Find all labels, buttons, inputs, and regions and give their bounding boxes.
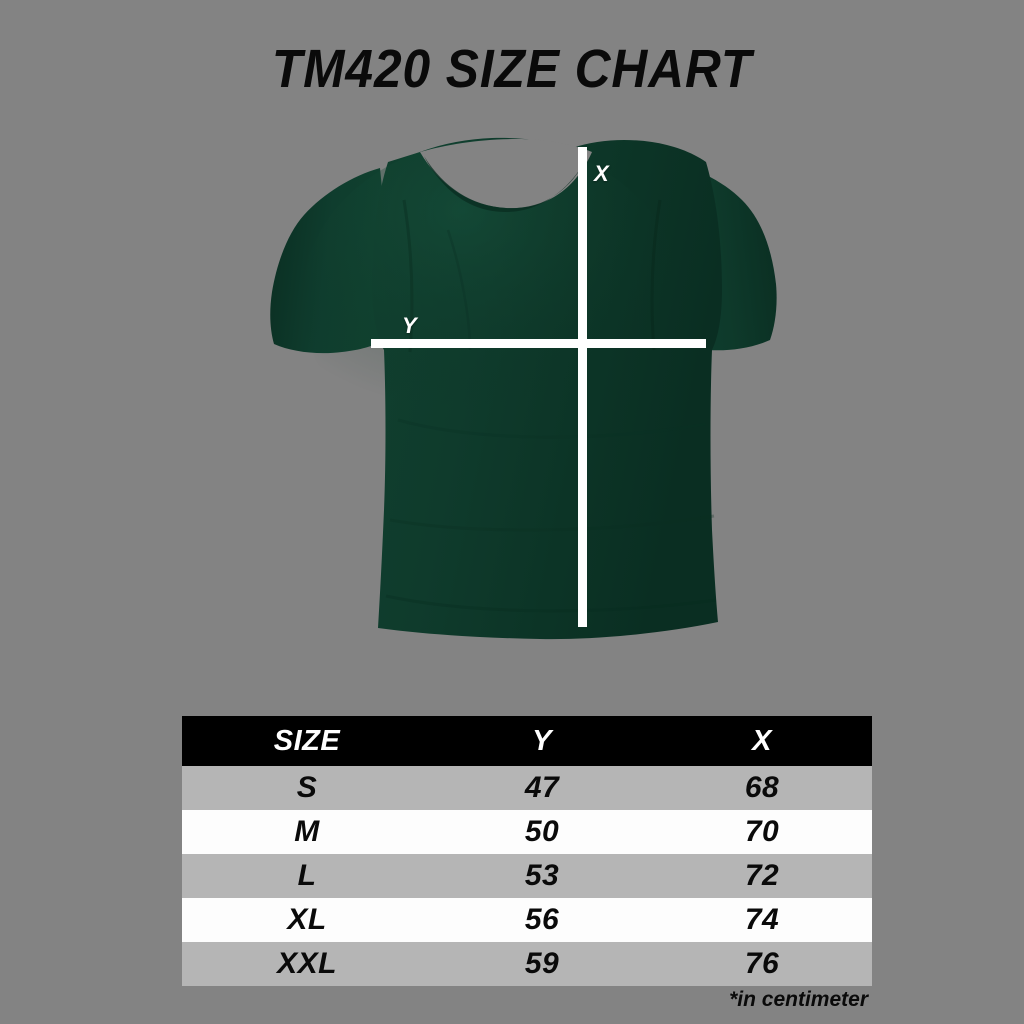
table-row: XXL 59 76 bbox=[182, 942, 872, 986]
cell-size: XL bbox=[287, 903, 327, 936]
fold-line bbox=[397, 418, 707, 439]
cell-size: XXL bbox=[277, 947, 337, 980]
cell-y: 56 bbox=[524, 903, 560, 936]
tshirt-graphic bbox=[270, 137, 777, 640]
cell-size: M bbox=[294, 815, 320, 848]
cell-x: 76 bbox=[744, 947, 780, 980]
size-chart-table: SIZE Y X S 47 68 M 50 70 L 53 72 XL bbox=[182, 716, 872, 986]
unit-footnote: *in centimeter bbox=[729, 988, 868, 1011]
measurement-label-y: Y bbox=[402, 313, 417, 338]
table-row: XL 56 74 bbox=[182, 898, 872, 942]
neck-opening bbox=[420, 139, 592, 209]
column-header-size: SIZE bbox=[273, 724, 341, 757]
table-body: S 47 68 M 50 70 L 53 72 XL 56 74 XXL 59 bbox=[182, 766, 872, 986]
fold-line bbox=[389, 514, 715, 532]
measurement-line-x bbox=[578, 147, 587, 627]
column-header-x: X bbox=[752, 724, 772, 757]
tshirt-illustration: X Y bbox=[270, 137, 777, 640]
table-header: SIZE Y X bbox=[182, 716, 872, 766]
fold-line bbox=[385, 594, 717, 613]
page-title: TM420 SIZE CHART bbox=[271, 39, 753, 99]
cell-y: 53 bbox=[524, 859, 560, 892]
cell-x: 74 bbox=[744, 903, 780, 936]
cell-x: 72 bbox=[744, 859, 780, 892]
table-row: L 53 72 bbox=[182, 854, 872, 898]
fold-line bbox=[402, 199, 414, 353]
measurement-line-y bbox=[371, 339, 706, 348]
column-header-y: Y bbox=[532, 724, 552, 757]
cell-y: 59 bbox=[524, 947, 560, 980]
fabric-highlight bbox=[302, 140, 682, 460]
cell-size: S bbox=[296, 771, 318, 804]
fold-line bbox=[650, 199, 662, 351]
collar-rib bbox=[424, 156, 588, 212]
cell-y: 47 bbox=[524, 771, 560, 804]
cell-size: L bbox=[297, 859, 317, 892]
cell-y: 50 bbox=[524, 815, 560, 848]
measurement-label-x: X bbox=[594, 161, 609, 186]
table-row: S 47 68 bbox=[182, 766, 872, 810]
table-row: M 50 70 bbox=[182, 810, 872, 854]
cell-x: 68 bbox=[744, 771, 780, 804]
header-row: SIZE Y X bbox=[182, 716, 872, 766]
cell-x: 70 bbox=[744, 815, 780, 848]
